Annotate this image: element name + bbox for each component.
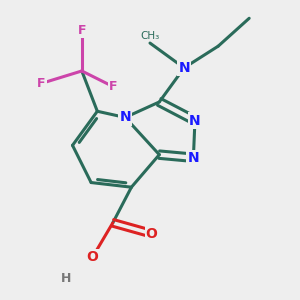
Text: N: N xyxy=(189,114,201,128)
Text: F: F xyxy=(37,77,46,90)
Text: H: H xyxy=(61,272,71,285)
Text: N: N xyxy=(178,61,190,75)
Text: CH₃: CH₃ xyxy=(140,31,160,40)
Text: F: F xyxy=(109,80,117,93)
Text: O: O xyxy=(87,250,99,264)
Text: N: N xyxy=(119,110,131,124)
Text: N: N xyxy=(188,151,199,165)
Text: F: F xyxy=(78,24,86,37)
Text: O: O xyxy=(146,227,158,241)
